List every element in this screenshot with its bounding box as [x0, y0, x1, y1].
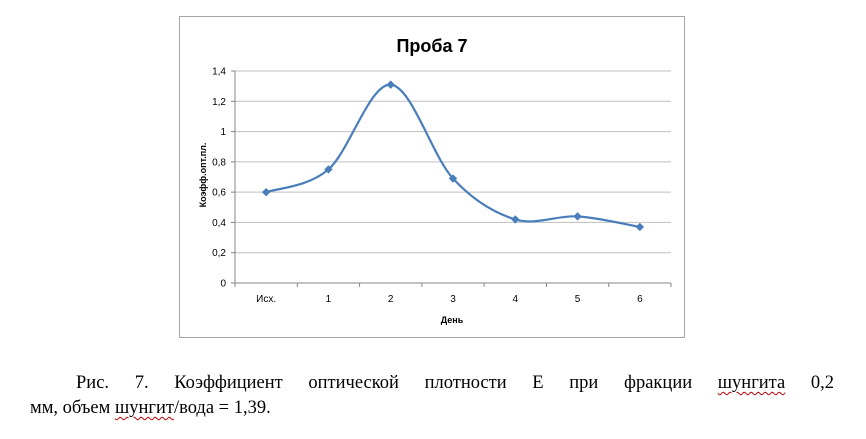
axes: [234, 71, 672, 287]
figure-caption: Рис. 7. Коэффициент оптической плотности…: [30, 371, 834, 421]
chart-area: Проба 7 0 0,2 0,4 0,6 0,8 1 1,2 1,4 Исх. 1 2 3 4 5 6 …: [179, 16, 685, 338]
data-point-marker: [324, 165, 333, 174]
y-tick-label: 0,2: [212, 248, 226, 259]
y-tick-label: 1: [220, 127, 226, 138]
caption-line-2: мм, объем шунгит/вода = 1,39.: [30, 396, 834, 421]
y-tick-labels: 0 0,2 0,4 0,6 0,8 1 1,2 1,4: [212, 67, 226, 290]
y-axis-title: Коэфф.опт.пл.: [198, 143, 208, 208]
y-tick-label: 1,4: [212, 67, 226, 78]
caption-line-1: Рис. 7. Коэффициент оптической плотности…: [30, 371, 834, 396]
x-tick-label: 2: [388, 294, 394, 305]
data-point-marker: [635, 222, 645, 232]
x-tick-label: Исх.: [256, 294, 276, 305]
x-axis-title: День: [441, 315, 464, 325]
y-tick-label: 0,8: [212, 157, 226, 168]
data-point-marker: [573, 212, 582, 221]
series-line: [265, 83, 641, 229]
y-tick-label: 0,6: [212, 188, 226, 199]
y-tick-label: 0: [220, 279, 226, 290]
data-point-marker: [261, 187, 271, 197]
gridlines: [231, 70, 671, 284]
y-tick-label: 0,4: [212, 218, 226, 229]
caption-spellcheck-word: шунгит: [114, 398, 174, 418]
caption-text: /вода = 1,39.: [173, 398, 271, 418]
caption-text: мм, объем: [30, 398, 111, 418]
x-tick-label: 1: [326, 294, 332, 305]
x-tick-label: 3: [450, 294, 456, 305]
x-tick-label: 5: [575, 294, 581, 305]
y-tick-label: 1,2: [212, 97, 226, 108]
data-point-marker: [386, 80, 395, 89]
series-markers: [261, 80, 645, 232]
caption-text: Рис. 7. Коэффициент оптической плотности…: [76, 373, 693, 393]
x-tick-label: 4: [513, 294, 519, 305]
caption-spellcheck-word: шунгита: [717, 373, 786, 393]
chart-title: Проба 7: [396, 36, 467, 56]
line-chart: Проба 7 00,20,40,60,811,21,4 Исх. 1 2 3 4 5 6 …: [198, 36, 672, 325]
x-tick-labels: Исх. 1 2 3 4 5 6: [256, 294, 643, 305]
data-point-marker: [448, 174, 458, 183]
caption-text: 0,2: [810, 373, 834, 393]
x-tick-label: 6: [637, 294, 643, 305]
